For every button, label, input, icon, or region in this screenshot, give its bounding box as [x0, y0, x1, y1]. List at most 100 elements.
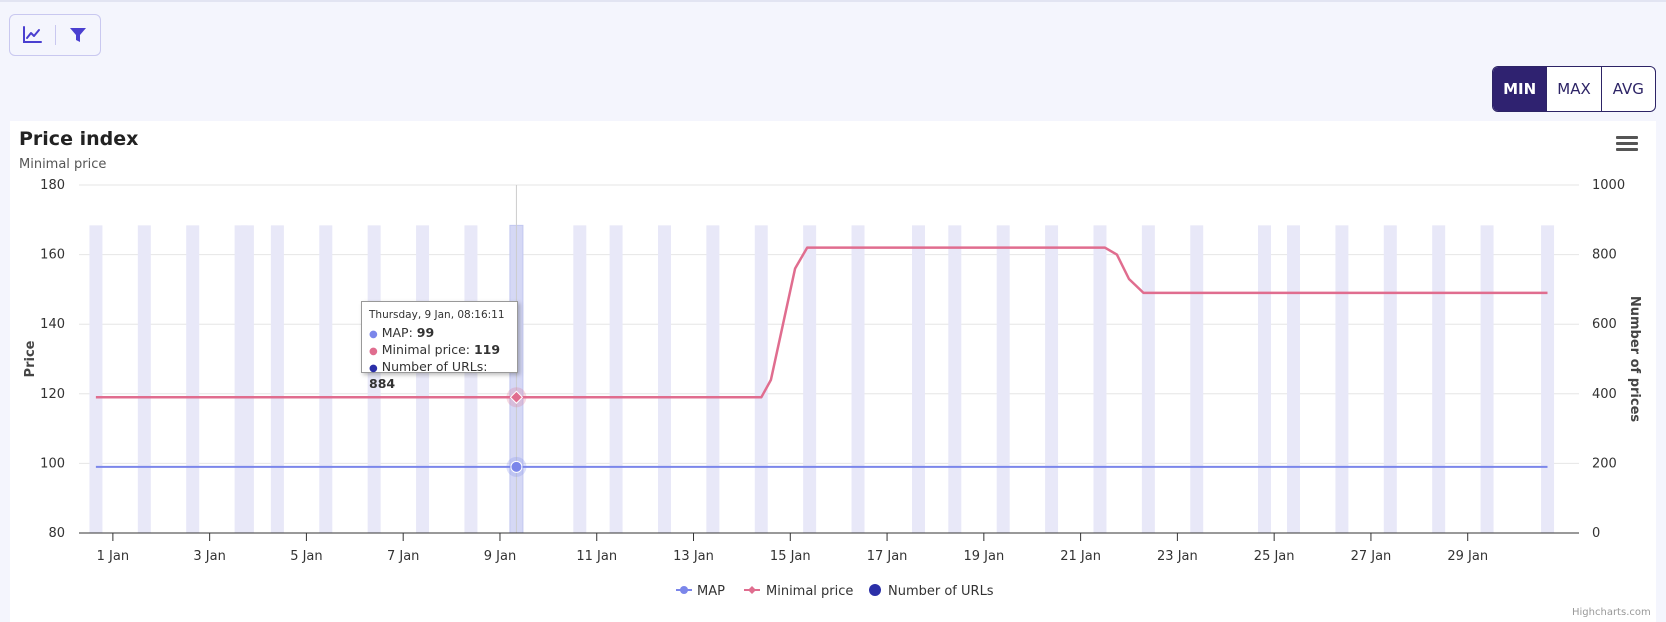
legend-minimal-price-label: Minimal price — [766, 584, 853, 599]
y-tick-label: 80 — [48, 526, 65, 541]
urls-dot-icon: ● — [369, 363, 378, 374]
url-count-bar — [137, 225, 151, 534]
x-tick-label: 9 Jan — [484, 549, 516, 564]
map-hover-point — [510, 460, 523, 473]
y-tick-label: 160 — [40, 248, 65, 263]
legend-urls-label: Number of URLs — [888, 584, 994, 599]
y2-tick-label: 600 — [1592, 317, 1617, 332]
x-tick-label: 13 Jan — [673, 549, 714, 564]
menu-icon-bar — [1616, 136, 1638, 139]
y-tick-label: 100 — [40, 456, 65, 471]
tooltip-label: Number of URLs: — [381, 359, 488, 374]
url-count-bar — [948, 225, 962, 534]
x-tick-label: 23 Jan — [1157, 549, 1198, 564]
aggregation-toggle: MIN MAX AVG — [1492, 66, 1656, 112]
url-count-bar — [1093, 225, 1107, 534]
chart-legend: MAP Minimal price Number of URLs — [676, 584, 994, 599]
legend-map-marker — [680, 586, 688, 594]
legend-map-label: MAP — [697, 584, 725, 599]
x-tick-label: 21 Jan — [1060, 549, 1101, 564]
legend-urls-marker — [869, 584, 881, 596]
url-count-bar — [706, 225, 720, 534]
tooltip-row-minimal-price: ● Minimal price: 119 — [369, 342, 510, 359]
y2-axis-title: Number of prices — [1627, 296, 1642, 423]
menu-icon-bar — [1616, 142, 1638, 145]
chart-title: Price index — [19, 128, 139, 150]
aggregation-min-button[interactable]: MIN — [1493, 67, 1547, 111]
url-count-bar — [996, 225, 1010, 534]
url-count-bar — [1383, 225, 1397, 534]
url-count-bar — [1480, 225, 1494, 534]
url-count-bar — [803, 225, 817, 534]
tooltip-row-urls: ● Number of URLs: 884 — [369, 359, 510, 391]
url-count-bar — [1045, 225, 1059, 534]
minimal-price-dot-icon: ● — [369, 346, 378, 357]
url-count-bar — [912, 225, 926, 534]
y2-tick-label: 0 — [1592, 526, 1600, 541]
x-tick-label: 7 Jan — [387, 549, 419, 564]
filter-button[interactable] — [55, 15, 100, 55]
url-count-bar — [573, 225, 587, 534]
toolbar-divider — [54, 25, 56, 45]
chart-subtitle: Minimal price — [19, 157, 107, 172]
line-chart-button[interactable] — [10, 15, 55, 55]
url-count-bar — [319, 225, 333, 534]
chart-toolbar — [9, 14, 101, 56]
y2-tick-label: 200 — [1592, 456, 1617, 471]
tooltip-header: Thursday, 9 Jan, 08:16:11 — [369, 309, 505, 321]
minimal-price-series-line — [95, 246, 1548, 399]
y2-tick-label: 1000 — [1592, 178, 1625, 193]
aggregation-avg-button[interactable]: AVG — [1600, 67, 1655, 111]
url-count-bar — [851, 225, 865, 534]
url-count-bar — [1432, 225, 1446, 534]
tooltip-label: Minimal price: — [381, 342, 474, 357]
legend-minimal-price-marker — [748, 586, 756, 594]
url-count-bar — [186, 225, 200, 534]
tooltip-value: 119 — [473, 342, 501, 357]
tooltip-value: 99 — [416, 325, 435, 340]
topbar-shadow — [0, 0, 1666, 2]
url-count-bar — [754, 225, 768, 534]
url-count-bar — [89, 225, 103, 534]
x-tick-label: 1 Jan — [97, 549, 129, 564]
x-tick-label: 5 Jan — [290, 549, 322, 564]
url-count-bar — [1190, 225, 1204, 534]
highcharts-credits[interactable]: Highcharts.com — [1572, 607, 1651, 618]
url-count-bar — [1141, 225, 1155, 534]
url-count-bar — [1335, 225, 1349, 534]
line-chart-icon — [23, 26, 43, 43]
x-tick-label: 11 Jan — [576, 549, 617, 564]
x-tick-label: 27 Jan — [1351, 549, 1392, 564]
x-tick-label: 17 Jan — [867, 549, 908, 564]
chart-menu-button[interactable] — [1616, 136, 1638, 156]
menu-icon-bar — [1616, 148, 1638, 151]
url-count-bar — [609, 225, 623, 534]
url-count-bar — [657, 225, 671, 534]
chart-tooltip: Thursday, 9 Jan, 08:16:11 ● MAP: 99 ● Mi… — [361, 301, 518, 391]
x-tick-label: 29 Jan — [1447, 549, 1488, 564]
y-tick-label: 120 — [40, 387, 65, 402]
url-count-bar — [270, 225, 284, 534]
y-tick-label: 180 — [40, 178, 65, 193]
y2-tick-label: 400 — [1592, 387, 1617, 402]
url-count-bar — [1287, 225, 1301, 534]
map-dot-icon: ● — [369, 329, 378, 340]
url-count-bar — [1541, 225, 1555, 534]
minimal-price-hover-point — [509, 390, 524, 404]
tooltip-value: 884 — [369, 376, 396, 391]
aggregation-max-button[interactable]: MAX — [1546, 67, 1600, 111]
y-axis-title: Price — [23, 340, 38, 377]
x-tick-label: 3 Jan — [193, 549, 225, 564]
y-tick-label: 140 — [40, 317, 65, 332]
x-tick-label: 15 Jan — [770, 549, 811, 564]
tooltip-label: MAP: — [381, 325, 417, 340]
y2-tick-label: 800 — [1592, 248, 1617, 263]
tooltip-row-map: ● MAP: 99 — [369, 325, 510, 342]
url-count-bar — [240, 225, 254, 534]
x-tick-label: 19 Jan — [963, 549, 1004, 564]
url-count-bar — [1257, 225, 1271, 534]
chart-card — [10, 121, 1656, 622]
filter-icon — [69, 28, 86, 42]
x-tick-label: 25 Jan — [1254, 549, 1295, 564]
